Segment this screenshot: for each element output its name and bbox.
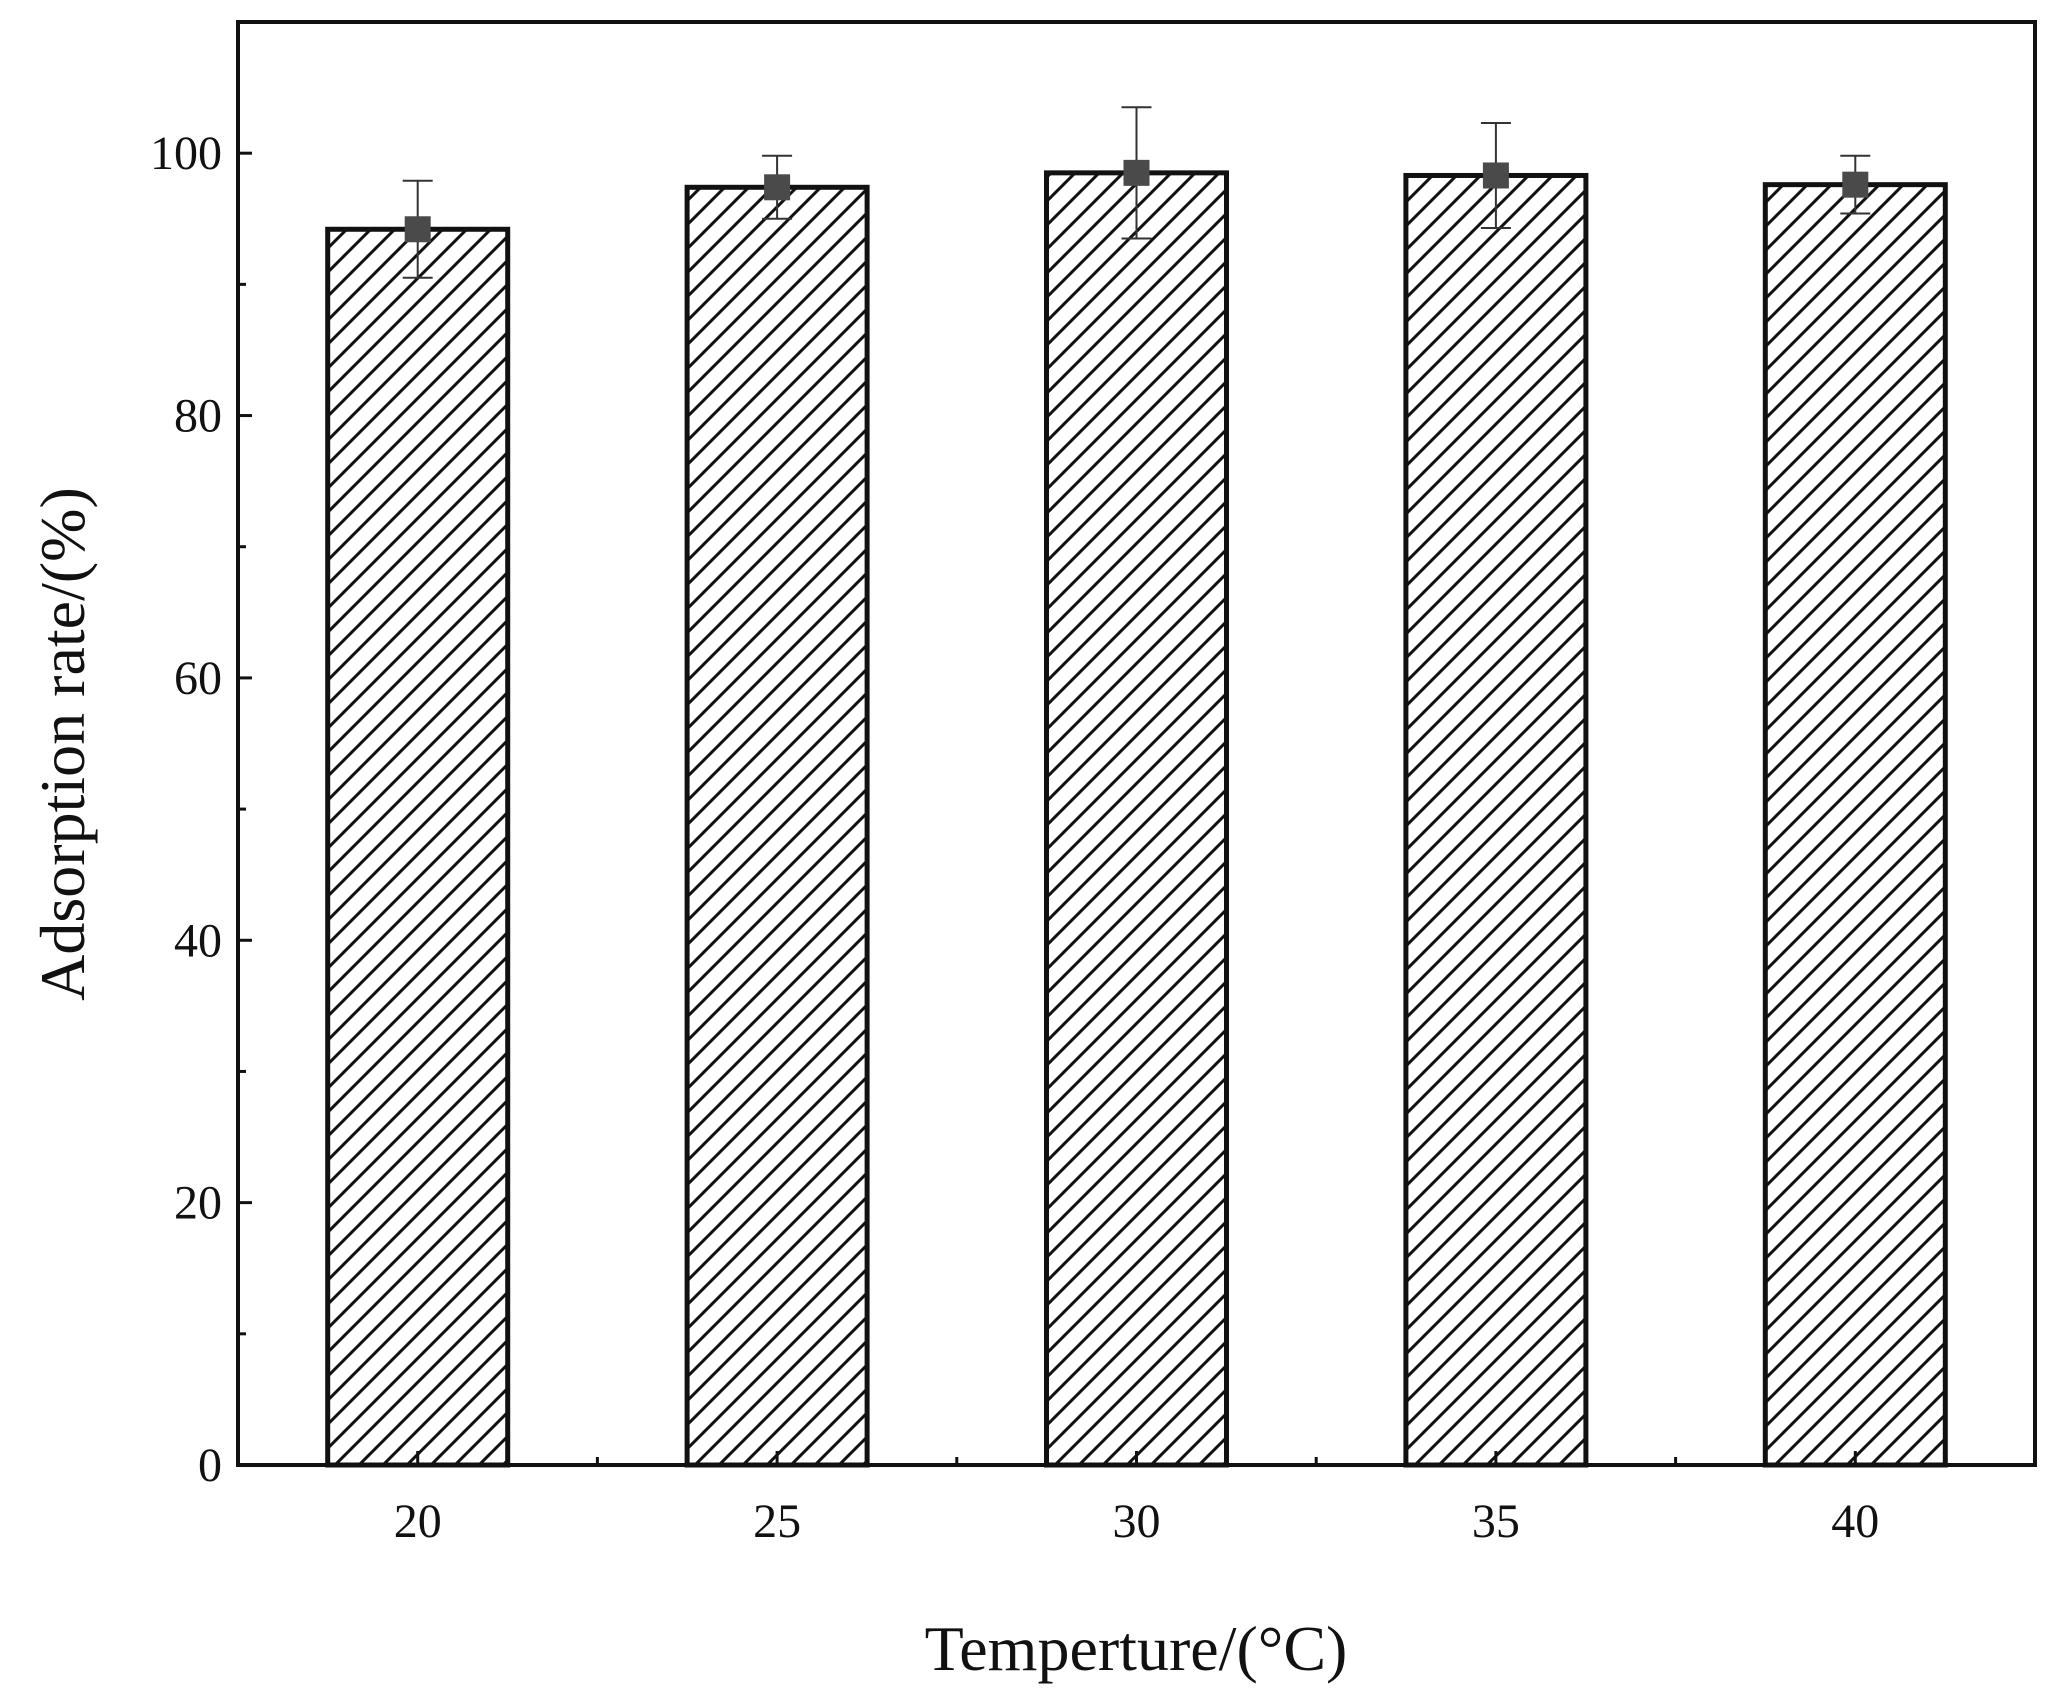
mean-markers	[404, 159, 1869, 243]
y-tick-label: 40	[174, 914, 222, 967]
mean-marker	[404, 216, 431, 243]
x-tick-label: 35	[1472, 1495, 1520, 1548]
y-axis-title: Adsorption rate/(%)	[27, 487, 98, 1001]
mean-marker	[1842, 171, 1869, 198]
x-axis-title: Temperture/(°C)	[925, 1613, 1348, 1684]
bar	[1403, 172, 1589, 1468]
bar	[325, 226, 511, 1468]
bar	[684, 184, 870, 1468]
bar	[1044, 170, 1229, 1468]
y-tick-label: 80	[174, 390, 222, 443]
mean-marker	[1123, 159, 1150, 186]
x-tick-label: 25	[753, 1495, 801, 1548]
y-tick-label: 0	[198, 1439, 222, 1492]
x-tick-label: 20	[394, 1495, 442, 1548]
mean-marker	[764, 174, 791, 201]
y-tick-label: 20	[174, 1177, 222, 1230]
y-tick-label: 60	[174, 652, 222, 705]
bars	[325, 170, 1948, 1468]
bar	[1762, 182, 1948, 1468]
y-tick-label: 100	[150, 127, 222, 180]
x-tick-label: 30	[1113, 1495, 1161, 1548]
x-tick-label: 40	[1831, 1495, 1879, 1548]
mean-marker	[1482, 162, 1509, 189]
y-axis-ticks: 0 20 40 60 80 100	[150, 127, 252, 1492]
